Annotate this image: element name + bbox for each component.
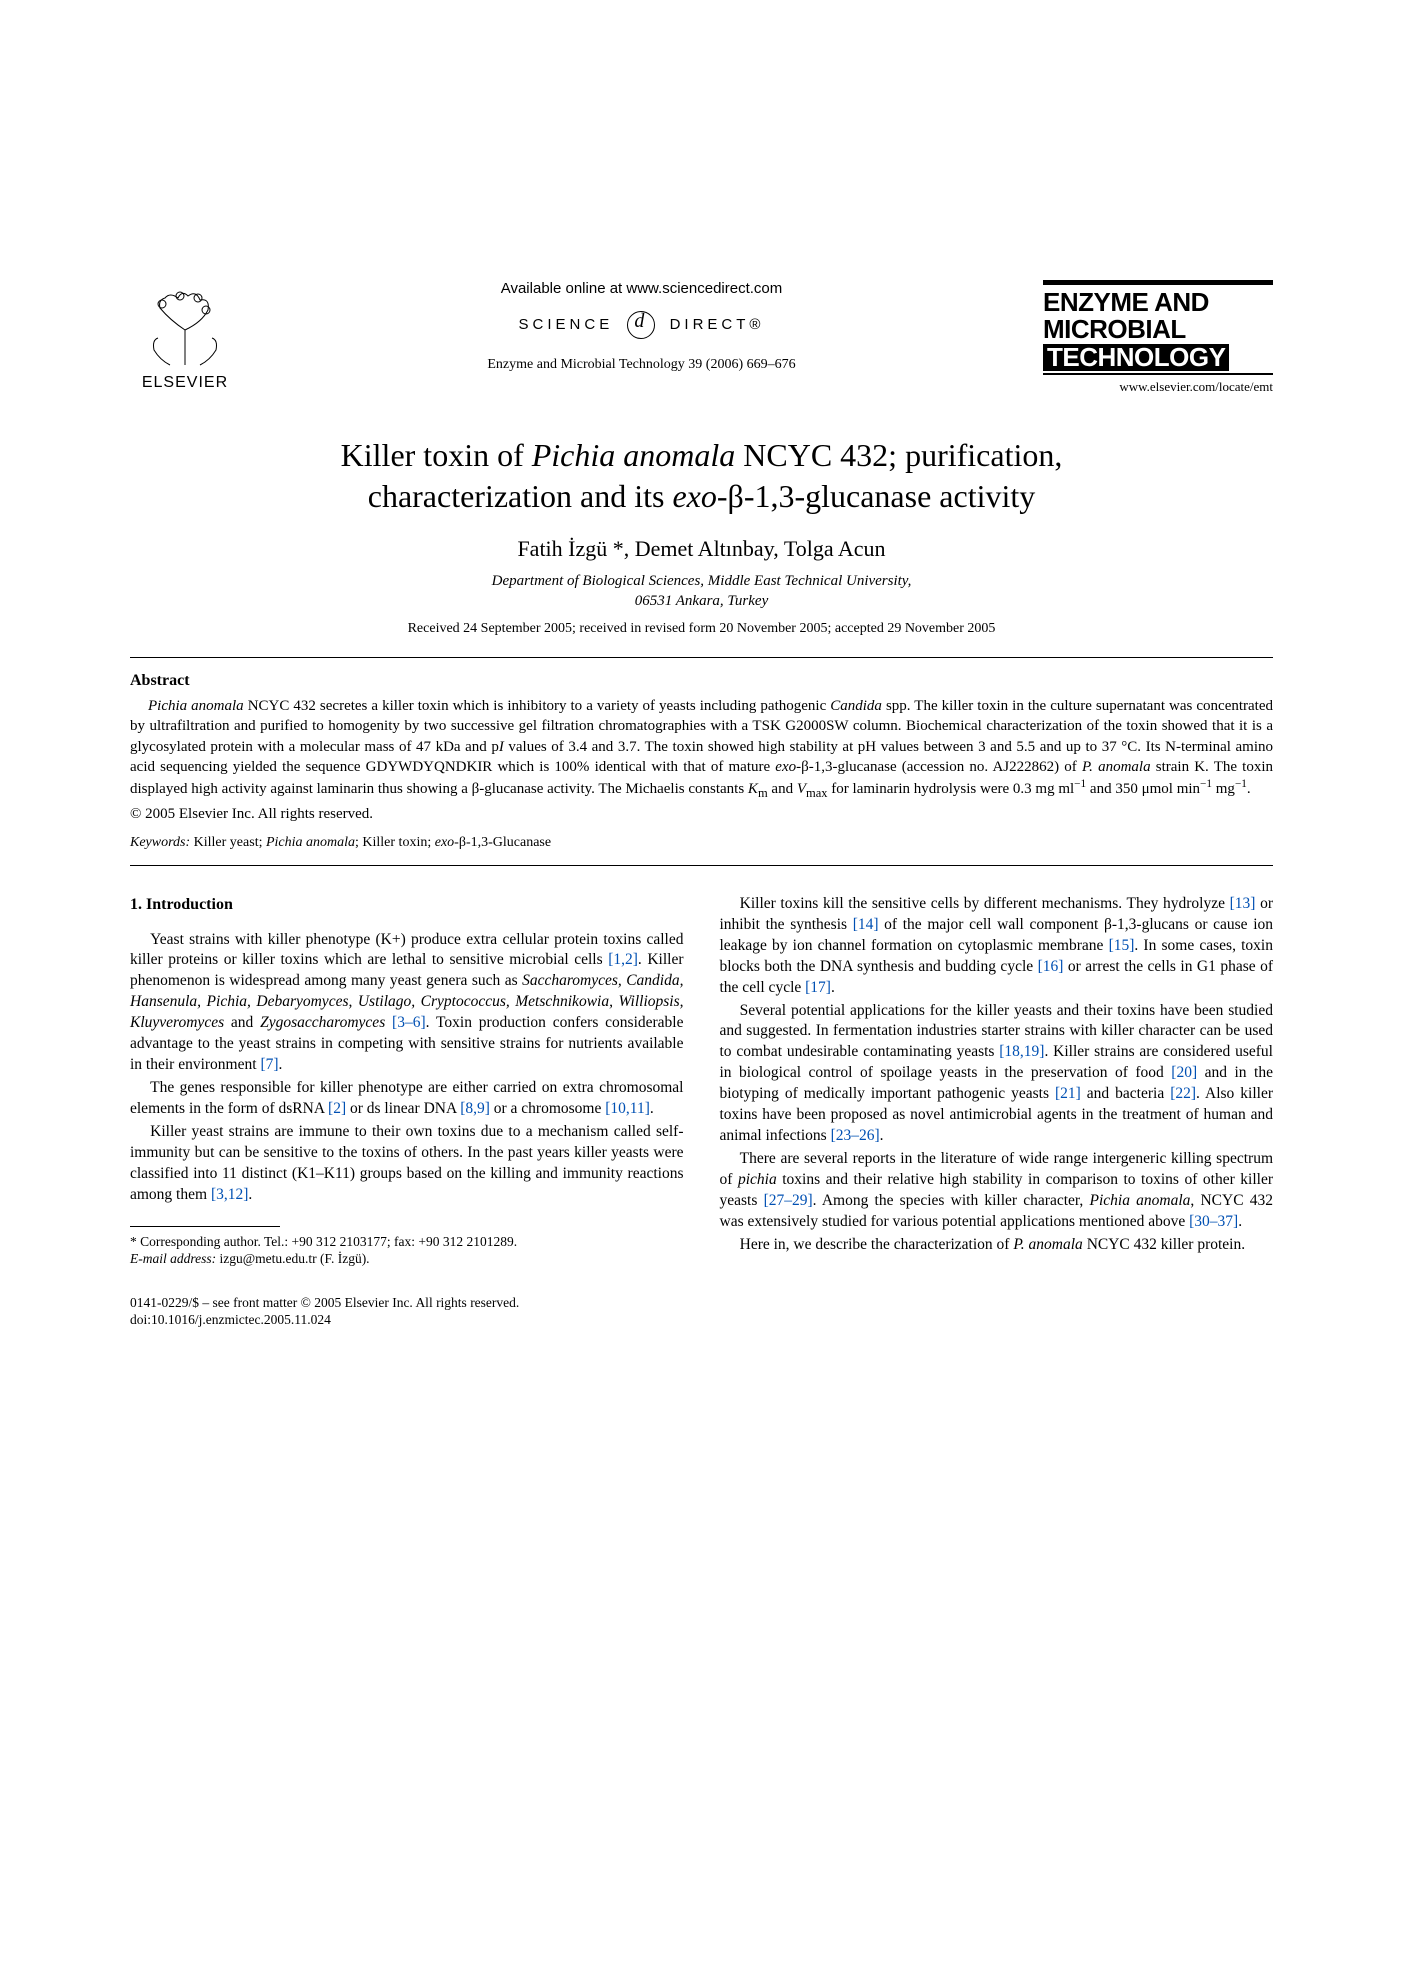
footer-line-1: 0141-0229/$ – see front matter © 2005 El… (130, 1294, 1273, 1312)
para-l1: Yeast strains with killer phenotype (K+)… (130, 930, 684, 1076)
sciencedirect-d-icon (627, 311, 655, 339)
article-dates: Received 24 September 2005; received in … (130, 621, 1273, 637)
para-l2: The genes responsible for killer phenoty… (130, 1078, 684, 1120)
keywords-line: Keywords: Killer yeast; Pichia anomala; … (130, 835, 1273, 851)
abstract-text: Pichia anomala NCYC 432 secretes a kille… (130, 696, 1273, 802)
keywords-text: Killer yeast; Pichia anomala; Killer tox… (194, 835, 551, 850)
affiliation-line-1: Department of Biological Sciences, Middl… (492, 573, 912, 589)
elsevier-tree-icon (140, 280, 230, 370)
title-line-2: characterization and its exo-β-1,3-gluca… (368, 478, 1036, 514)
keywords-label: Keywords: (130, 835, 190, 850)
authors: Fatih İzgü *, Demet Altınbay, Tolga Acun (130, 536, 1273, 562)
journal-reference: Enzyme and Microbial Technology 39 (2006… (260, 357, 1023, 373)
email-label: E-mail address: (130, 1251, 216, 1266)
right-column: Killer toxins kill the sensitive cells b… (720, 894, 1274, 1268)
body-columns: 1. Introduction Yeast strains with kille… (130, 894, 1273, 1268)
journal-url: www.elsevier.com/locate/emt (1043, 379, 1273, 395)
sciencedirect-left: SCIENCE (519, 316, 614, 333)
corresponding-author: * Corresponding author. Tel.: +90 312 21… (130, 1233, 684, 1251)
para-l3: Killer yeast strains are immune to their… (130, 1122, 684, 1206)
journal-box: ENZYME AND MICROBIAL TECHNOLOGY www.else… (1043, 280, 1273, 395)
footer-line-2: doi:10.1016/j.enzmictec.2005.11.024 (130, 1311, 1273, 1329)
center-header: Available online at www.sciencedirect.co… (240, 280, 1043, 373)
para-r4: Here in, we describe the characterizatio… (720, 1235, 1274, 1256)
available-online-text: Available online at www.sciencedirect.co… (260, 280, 1023, 297)
sciencedirect-right: DIRECT® (670, 316, 765, 333)
sciencedirect-logo: SCIENCE DIRECT® (260, 311, 1023, 339)
journal-title-2: MICROBIAL (1043, 316, 1273, 343)
affiliation-line-2: 06531 Ankara, Turkey (635, 593, 768, 609)
page-root: ELSEVIER Available online at www.science… (0, 0, 1403, 1389)
header-row: ELSEVIER Available online at www.science… (130, 280, 1273, 395)
publisher-logo: ELSEVIER (130, 280, 240, 392)
journal-title-3: TECHNOLOGY (1043, 344, 1229, 371)
title-line-1: Killer toxin of Pichia anomala NCYC 432;… (341, 437, 1063, 473)
footer-block: 0141-0229/$ – see front matter © 2005 El… (130, 1294, 1273, 1329)
article-title: Killer toxin of Pichia anomala NCYC 432;… (130, 435, 1273, 518)
para-r1: Killer toxins kill the sensitive cells b… (720, 894, 1274, 999)
journal-title-1: ENZYME AND (1043, 289, 1273, 316)
para-r3: There are several reports in the literat… (720, 1149, 1274, 1233)
abstract-copyright: © 2005 Elsevier Inc. All rights reserved… (130, 806, 1273, 823)
rule-top (130, 657, 1273, 658)
para-r2: Several potential applications for the k… (720, 1001, 1274, 1147)
footnote-rule (130, 1226, 280, 1227)
email-value: izgu@metu.edu.tr (F. İzgü). (220, 1251, 370, 1266)
left-column: 1. Introduction Yeast strains with kille… (130, 894, 684, 1268)
section-1-heading: 1. Introduction (130, 894, 684, 916)
affiliation: Department of Biological Sciences, Middl… (130, 572, 1273, 611)
email-line: E-mail address: izgu@metu.edu.tr (F. İzg… (130, 1250, 684, 1268)
publisher-name: ELSEVIER (142, 374, 228, 392)
abstract-heading: Abstract (130, 672, 1273, 690)
rule-bottom (130, 865, 1273, 866)
